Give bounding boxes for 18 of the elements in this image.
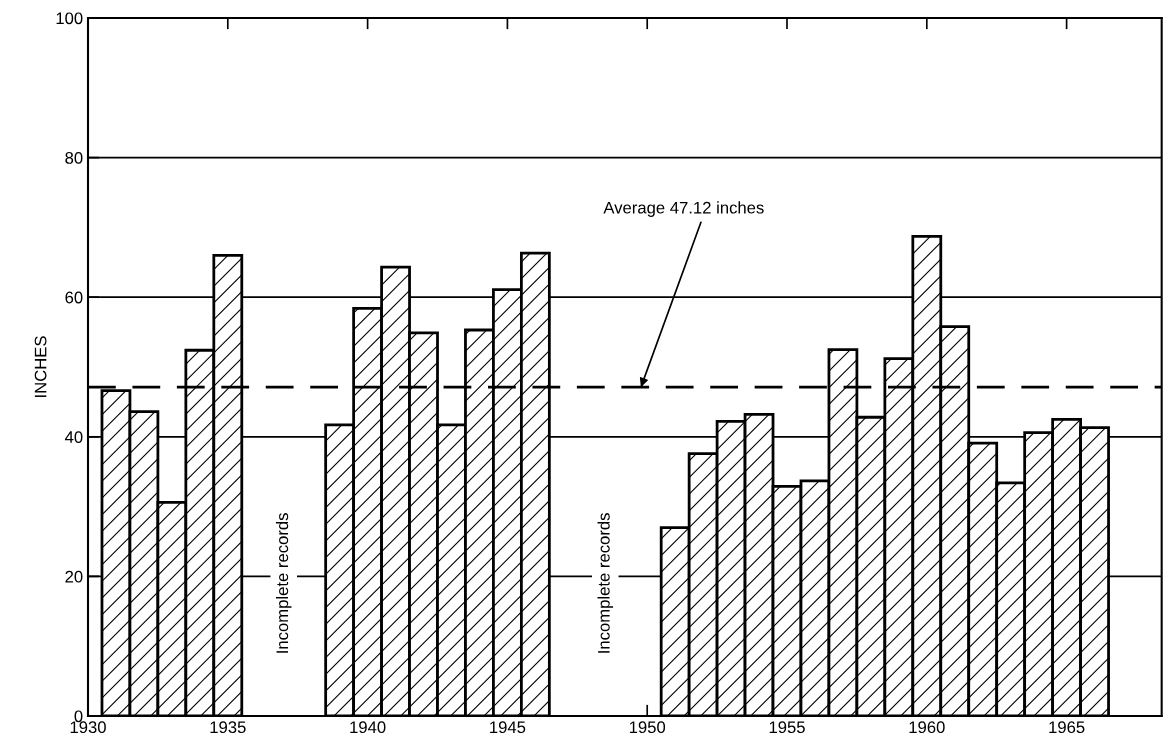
annotation: Incomplete records	[275, 513, 292, 653]
annotation: Incomplete records	[597, 513, 614, 653]
y-tick-label: 40	[64, 431, 83, 443]
x-tick-label: 1960	[909, 721, 945, 734]
y-tick-label: 100	[56, 12, 83, 25]
x-tick-label: 1950	[629, 721, 666, 734]
y-tick-label: 80	[65, 152, 83, 164]
y-tick-label: 60	[65, 291, 83, 304]
x-tick-label: 1955	[769, 721, 805, 734]
y-tick-label: 0	[74, 710, 83, 723]
x-tick-label: 1965	[1049, 721, 1085, 734]
y-axis-title: INCHES	[34, 336, 47, 397]
x-tick-label: 1940	[350, 721, 386, 734]
x-tick-label: 1935	[210, 721, 246, 734]
y-tick-label: 20	[65, 570, 83, 583]
x-tick-label: 1945	[490, 721, 526, 734]
ref-line-label: Average 47.12 inches	[603, 201, 764, 217]
x-tick-label: 1930	[70, 721, 106, 734]
